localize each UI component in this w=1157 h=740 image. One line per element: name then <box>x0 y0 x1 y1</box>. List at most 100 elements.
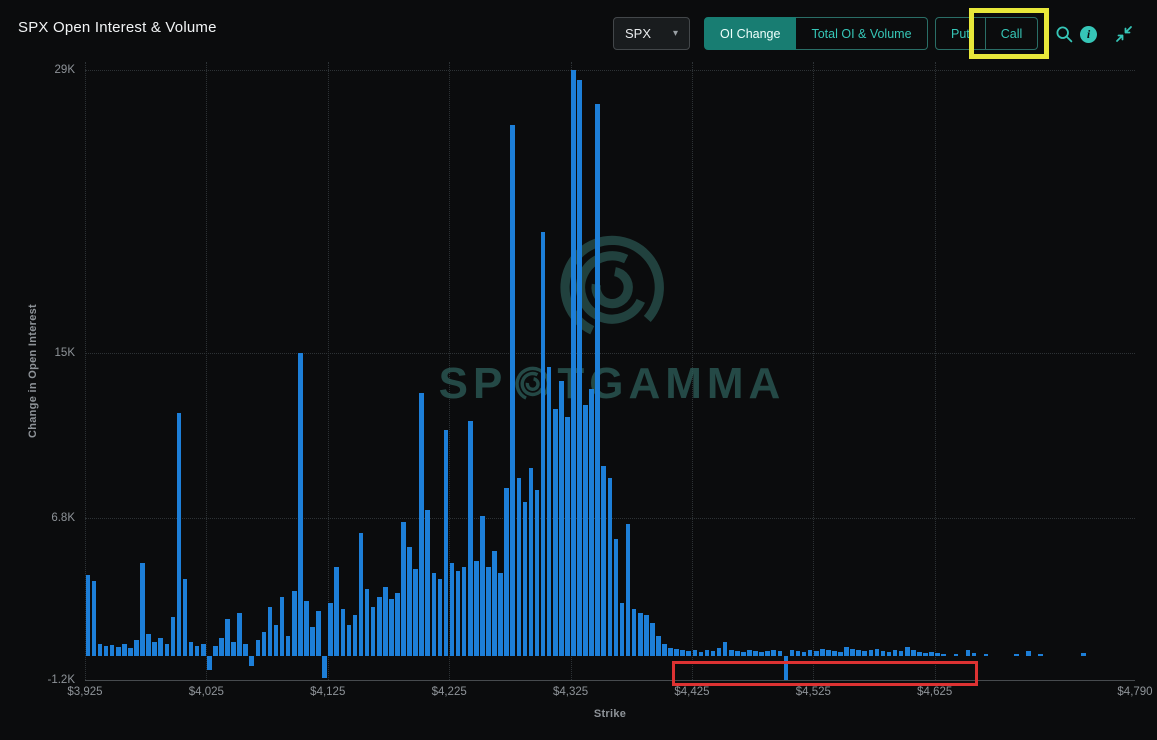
oi-bar[interactable] <box>480 516 485 656</box>
oi-bar[interactable] <box>832 650 837 656</box>
oi-bar[interactable] <box>231 641 236 656</box>
oi-bar[interactable] <box>389 599 394 656</box>
oi-bar[interactable] <box>413 568 418 656</box>
oi-bar[interactable] <box>419 393 424 656</box>
oi-bar[interactable] <box>826 649 831 656</box>
oi-bar[interactable] <box>194 645 200 656</box>
oi-bar[interactable] <box>795 650 801 656</box>
oi-bar[interactable] <box>261 631 267 656</box>
oi-bar[interactable] <box>285 635 291 656</box>
oi-bar[interactable] <box>310 627 315 656</box>
oi-bar[interactable] <box>844 646 849 656</box>
oi-bar[interactable] <box>140 562 145 656</box>
oi-bar[interactable] <box>613 538 619 656</box>
oi-bar[interactable] <box>225 619 230 656</box>
oi-bar[interactable] <box>686 650 692 656</box>
oi-bar[interactable] <box>941 653 946 656</box>
oi-bar[interactable] <box>334 566 340 656</box>
oi-bar[interactable] <box>710 650 716 656</box>
oi-bar[interactable] <box>983 653 989 656</box>
oi-bar[interactable] <box>358 532 364 656</box>
oi-bar[interactable] <box>583 405 588 656</box>
oi-bar[interactable] <box>376 597 382 656</box>
oi-bar[interactable] <box>115 646 121 656</box>
oi-bar[interactable] <box>911 649 916 656</box>
oi-bar[interactable] <box>595 104 601 656</box>
oi-bar[interactable] <box>431 572 437 656</box>
search-icon[interactable] <box>1054 24 1074 49</box>
oi-bar[interactable] <box>813 650 819 656</box>
compress-icon[interactable] <box>1114 24 1134 49</box>
oi-bar[interactable] <box>607 478 613 656</box>
oi-bar[interactable] <box>601 465 607 656</box>
oi-bar[interactable] <box>892 649 898 656</box>
oi-bar[interactable] <box>735 650 740 656</box>
oi-bar[interactable] <box>759 651 764 656</box>
oi-bar[interactable] <box>449 562 455 656</box>
oi-bar[interactable] <box>643 615 649 656</box>
oi-bar[interactable] <box>898 650 904 656</box>
oi-bar[interactable] <box>668 647 673 656</box>
oi-bar[interactable] <box>765 650 770 656</box>
oi-bar[interactable] <box>158 637 164 656</box>
oi-bar[interactable] <box>783 655 789 680</box>
oi-bar[interactable] <box>176 413 182 656</box>
oi-bar[interactable] <box>625 524 631 656</box>
oi-bar[interactable] <box>971 652 977 656</box>
oi-bar[interactable] <box>771 649 777 656</box>
oi-bar[interactable] <box>917 651 922 656</box>
oi-bar[interactable] <box>328 603 333 656</box>
oi-bar[interactable] <box>213 645 218 656</box>
oi-bar[interactable] <box>279 597 285 656</box>
oi-bar[interactable] <box>552 409 558 656</box>
info-icon[interactable]: i <box>1080 26 1097 43</box>
oi-bar[interactable] <box>747 649 752 656</box>
oi-bar[interactable] <box>753 650 758 656</box>
oi-bar[interactable] <box>904 646 910 656</box>
oi-bar[interactable] <box>722 641 728 656</box>
oi-bar[interactable] <box>382 587 388 656</box>
oi-bar[interactable] <box>407 546 412 656</box>
oi-bar[interactable] <box>395 593 400 656</box>
oi-bar[interactable] <box>692 649 698 656</box>
oi-bar[interactable] <box>528 467 534 656</box>
oi-bar[interactable] <box>862 650 868 656</box>
oi-bar[interactable] <box>559 381 564 656</box>
oi-bar[interactable] <box>474 560 479 656</box>
oi-bar[interactable] <box>856 649 861 656</box>
oi-bar[interactable] <box>965 649 971 656</box>
oi-bar[interactable] <box>364 589 370 656</box>
call-button[interactable]: Call <box>985 17 1039 50</box>
oi-bar[interactable] <box>437 579 443 656</box>
oi-bar[interactable] <box>819 648 825 656</box>
symbol-select[interactable]: SPX ▾ <box>613 17 690 50</box>
oi-bar[interactable] <box>291 591 297 656</box>
oi-bar[interactable] <box>316 611 321 656</box>
oi-bar[interactable] <box>103 645 109 656</box>
oi-bar[interactable] <box>838 651 843 656</box>
oi-bar[interactable] <box>85 574 91 656</box>
oi-bar[interactable] <box>340 609 346 656</box>
oi-bar[interactable] <box>152 641 157 656</box>
oi-bar[interactable] <box>146 633 151 656</box>
oi-bar[interactable] <box>953 653 959 656</box>
oi-bar[interactable] <box>540 231 546 656</box>
total-oi-volume-button[interactable]: Total OI & Volume <box>796 17 928 50</box>
oi-bar[interactable] <box>577 80 582 656</box>
oi-bar[interactable] <box>1080 652 1086 656</box>
oi-bar[interactable] <box>188 641 194 656</box>
oi-bar[interactable] <box>467 421 473 656</box>
oi-bar[interactable] <box>850 648 855 656</box>
oi-bar[interactable] <box>128 647 133 656</box>
oi-bar[interactable] <box>874 648 880 656</box>
oi-bar[interactable] <box>534 490 540 656</box>
oi-bar[interactable] <box>170 617 176 656</box>
oi-bar[interactable] <box>868 649 874 656</box>
oi-bar[interactable] <box>109 644 115 656</box>
oi-bar[interactable] <box>401 522 406 656</box>
oi-bar[interactable] <box>243 643 248 656</box>
oi-bar[interactable] <box>929 651 934 656</box>
oi-bar[interactable] <box>346 625 352 656</box>
oi-bar[interactable] <box>637 613 643 656</box>
oi-bar[interactable] <box>1014 653 1019 656</box>
